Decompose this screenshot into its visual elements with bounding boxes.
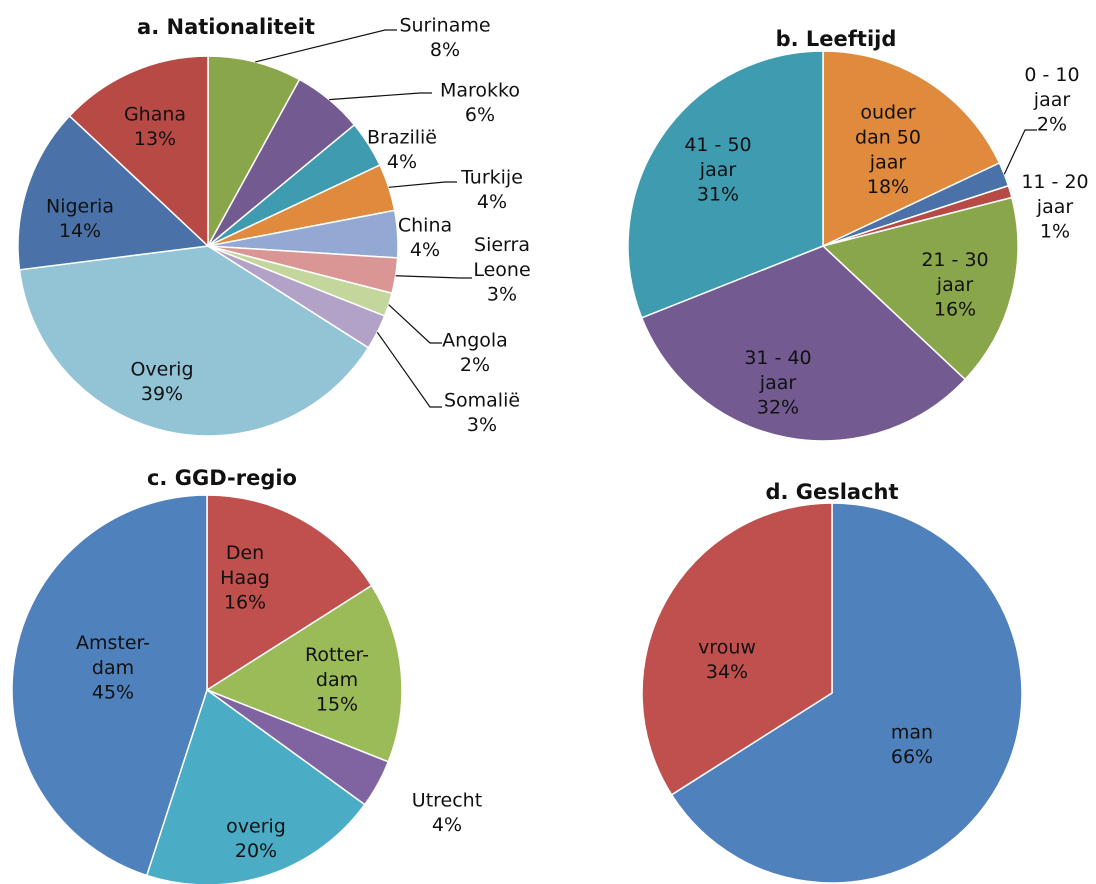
value-label: 18% xyxy=(867,176,909,198)
leader-line xyxy=(1003,129,1037,175)
pie-slice xyxy=(670,502,1023,884)
pie-slice xyxy=(145,688,366,884)
category-label: overig xyxy=(226,815,286,837)
category-label: 21 - 30 jaar xyxy=(921,249,988,296)
value-label: 4% xyxy=(410,239,440,261)
category-label: Angola xyxy=(442,329,508,351)
category-label: Amster-dam xyxy=(76,632,150,679)
value-label: 45% xyxy=(92,682,134,704)
pie-slice xyxy=(640,245,967,442)
category-label: Overig xyxy=(130,358,193,380)
category-label: Ghana xyxy=(124,103,186,125)
value-label: 20% xyxy=(235,840,277,862)
chart-title: d. Geslacht xyxy=(765,480,898,504)
value-label: 34% xyxy=(706,661,748,683)
leader-line xyxy=(255,29,397,63)
leader-line xyxy=(329,92,432,101)
value-label: 4% xyxy=(432,814,462,836)
pie-slice xyxy=(627,50,824,319)
category-label: Sierra Leone xyxy=(473,234,530,281)
category-label: Marokko xyxy=(440,79,520,101)
pie-slice xyxy=(11,494,208,877)
category-label: man xyxy=(891,721,933,743)
category-label: 11 - 20 jaar xyxy=(1021,171,1088,218)
pie-slice xyxy=(207,55,301,247)
category-label: Brazilië xyxy=(367,126,437,148)
chart-title: a. Nationaliteit xyxy=(137,15,315,39)
category-label: Utrecht xyxy=(412,789,482,811)
value-label: 4% xyxy=(477,191,507,213)
pie-slice xyxy=(17,114,210,271)
pie-slice xyxy=(68,55,209,248)
pie-slice xyxy=(822,50,1001,248)
category-label: 0 - 10 jaar xyxy=(1024,64,1079,111)
category-label: Suriname xyxy=(399,14,490,36)
value-label: 8% xyxy=(430,39,460,61)
value-label: 16% xyxy=(224,592,266,614)
leader-line xyxy=(376,331,442,408)
pie-slice xyxy=(18,245,370,437)
chart-title: c. GGD-regio xyxy=(147,466,297,490)
category-label: vrouw xyxy=(698,636,756,658)
value-label: 3% xyxy=(487,284,517,306)
value-label: 66% xyxy=(891,746,933,768)
pie-slice xyxy=(641,502,833,796)
value-label: 39% xyxy=(141,383,183,405)
value-label: 2% xyxy=(460,354,490,376)
category-label: China xyxy=(398,214,452,236)
category-label: ouder dan 50 jaar xyxy=(855,101,921,173)
value-label: 6% xyxy=(465,104,495,126)
value-label: 3% xyxy=(467,414,497,436)
category-label: Rotter-dam xyxy=(305,644,369,691)
pie-slice xyxy=(821,196,1019,381)
category-label: 41 - 50 jaar xyxy=(684,134,751,181)
value-label: 2% xyxy=(1037,114,1067,136)
leader-line xyxy=(388,304,442,344)
pie-slice xyxy=(205,584,403,763)
value-label: 15% xyxy=(316,694,358,716)
value-label: 31% xyxy=(697,184,739,206)
value-label: 32% xyxy=(757,397,799,419)
value-label: 16% xyxy=(934,299,976,321)
category-label: Somalië xyxy=(444,389,520,411)
value-label: 14% xyxy=(59,220,101,242)
value-label: 13% xyxy=(134,128,176,150)
leader-line xyxy=(388,181,457,188)
chart-title: b. Leeftijd xyxy=(776,27,897,51)
leader-line xyxy=(395,275,472,279)
value-label: 4% xyxy=(387,151,417,173)
category-label: Turkije xyxy=(460,166,523,188)
category-label: Den Haag xyxy=(220,542,270,589)
category-label: 31 - 40 jaar xyxy=(744,347,811,394)
pie-slice xyxy=(206,494,373,692)
category-label: Nigeria xyxy=(46,195,114,217)
value-label: 1% xyxy=(1040,221,1070,243)
